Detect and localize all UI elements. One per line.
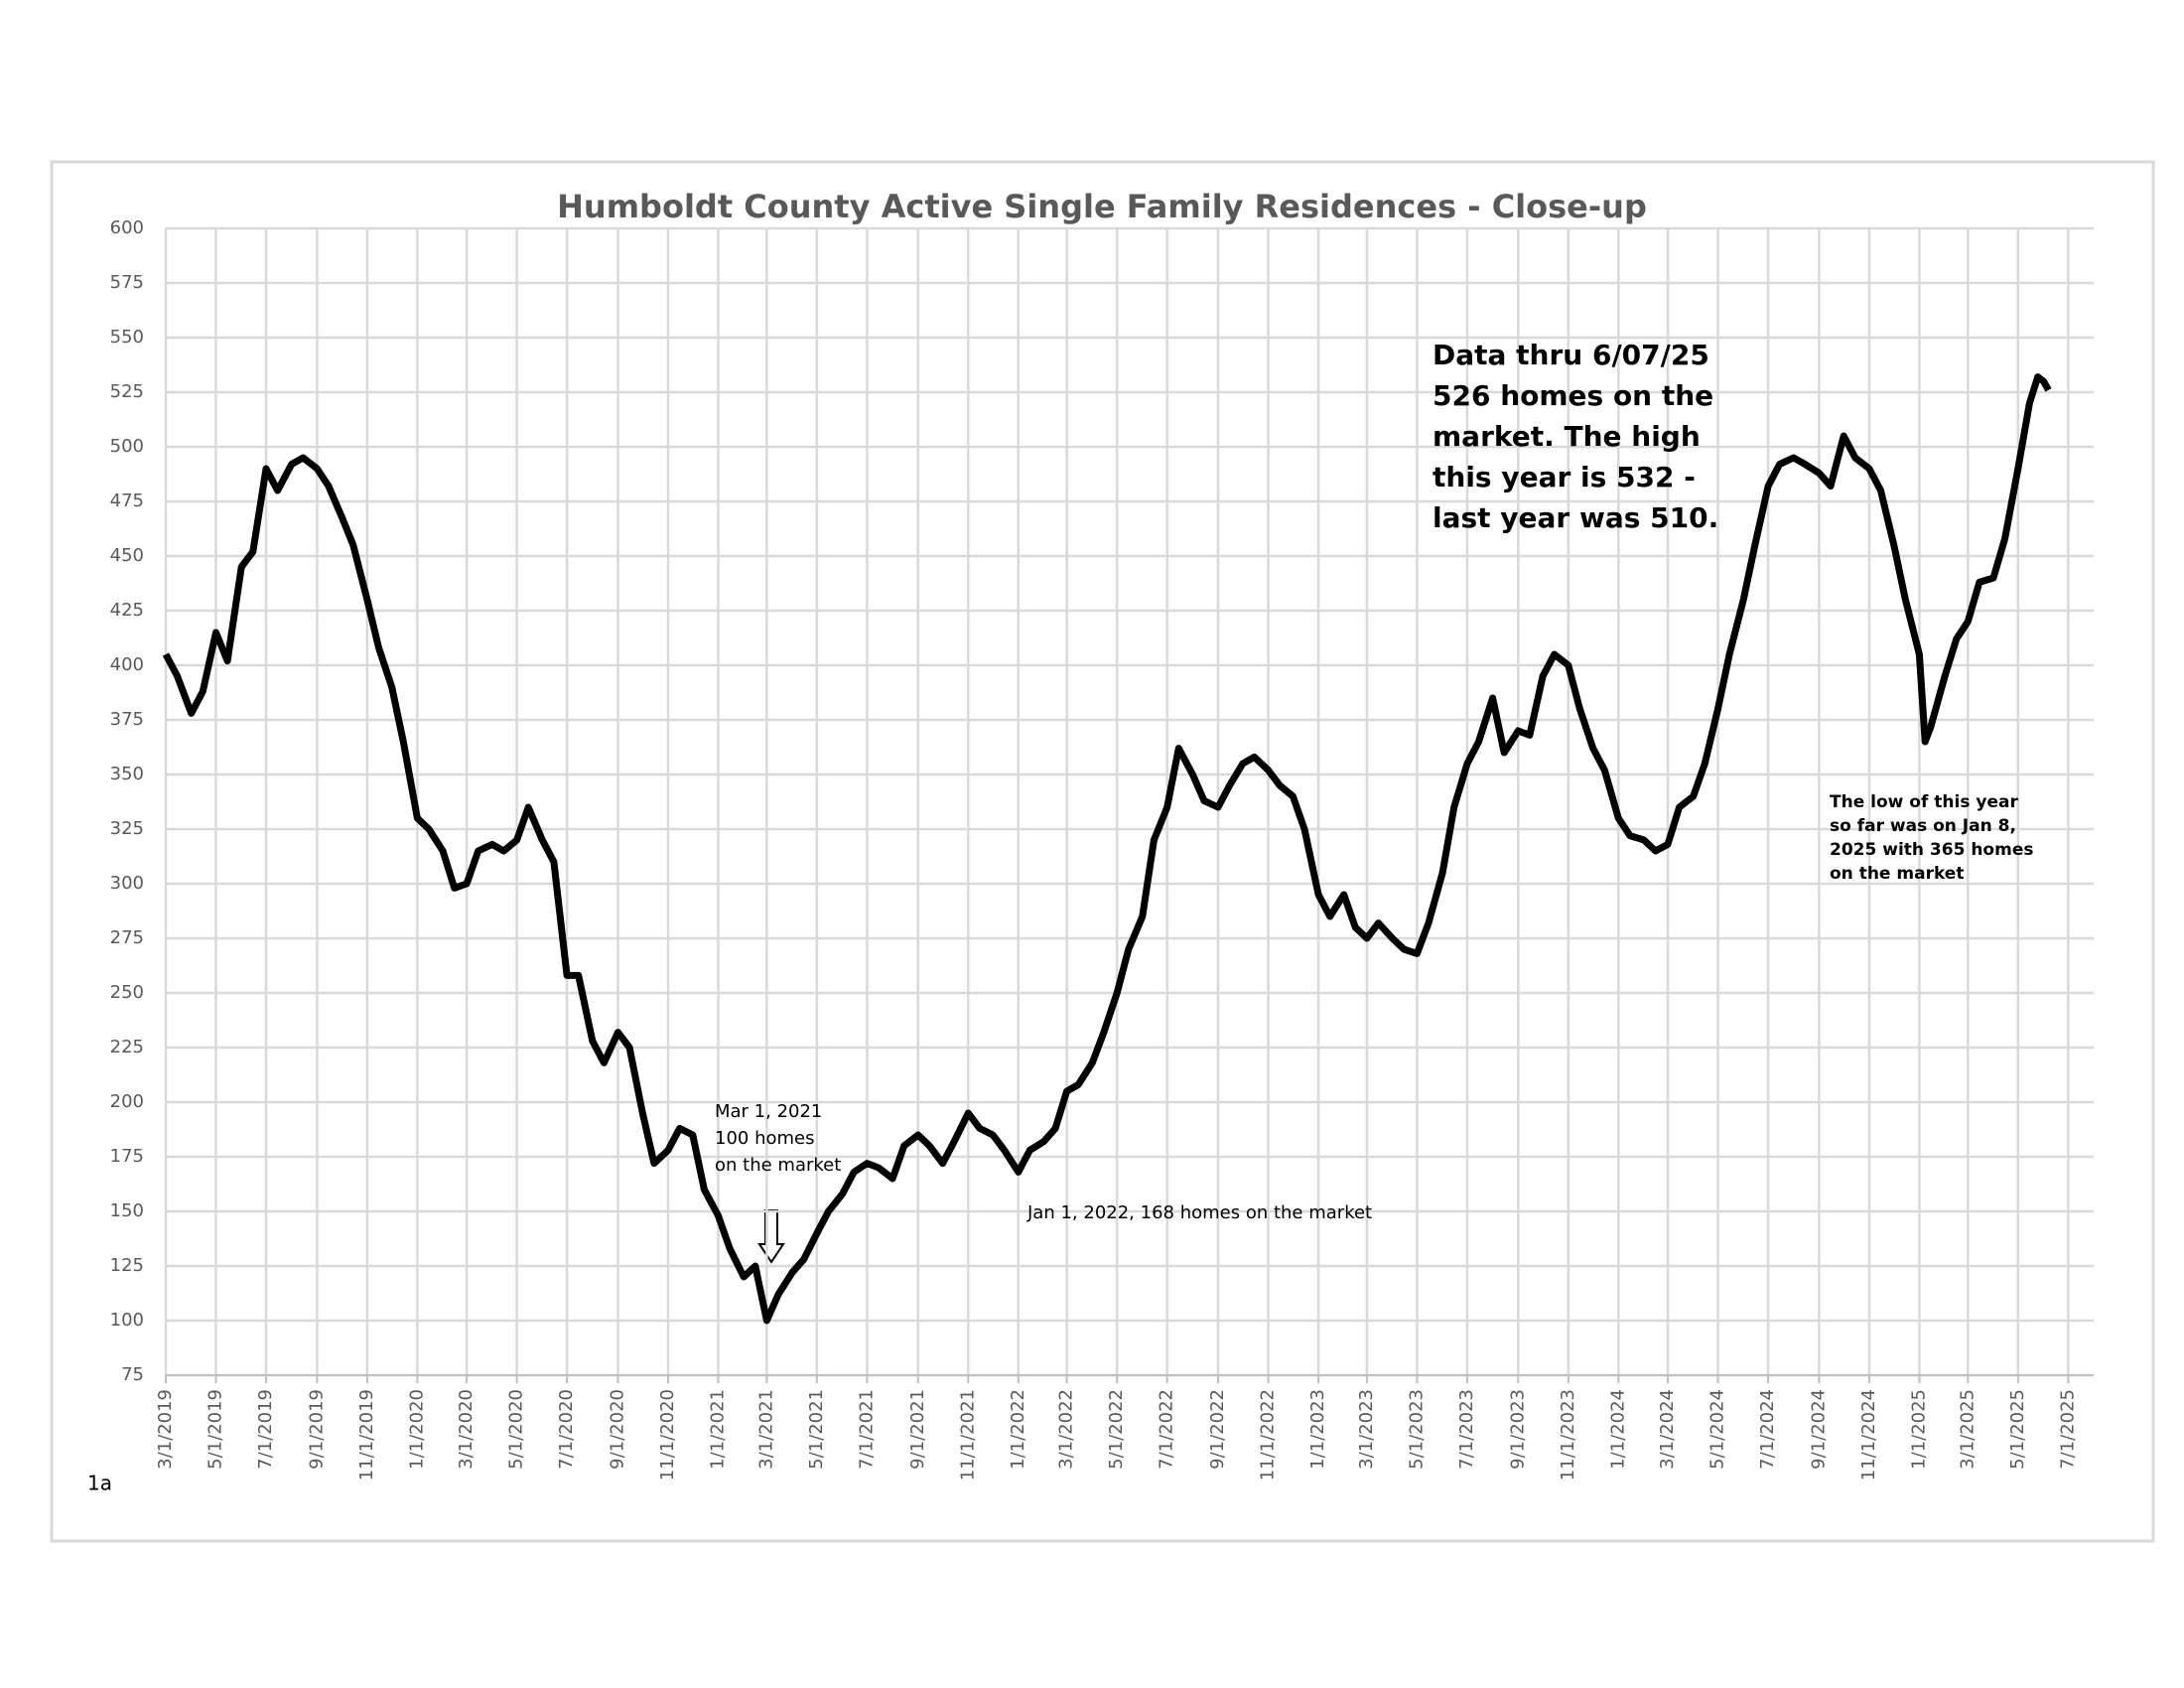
annotation: 526 homes on the (1433, 379, 1713, 412)
y-tick-label: 425 (110, 600, 144, 621)
x-tick-label: 11/1/2023 (1558, 1389, 1578, 1480)
annotation: this year is 532 - (1433, 461, 1696, 493)
arrow (757, 1209, 785, 1264)
y-tick-label: 375 (110, 709, 144, 730)
page-label: 1a (87, 1472, 112, 1495)
x-tick-label: 3/1/2022 (1056, 1389, 1077, 1470)
annotation: so far was on Jan 8, (1830, 816, 2016, 836)
x-tick-label: 3/1/2023 (1356, 1389, 1377, 1470)
y-tick-label: 150 (110, 1200, 144, 1221)
y-tick-label: 325 (110, 818, 144, 839)
annotation: Jan 1, 2022, 168 homes on the market (1026, 1202, 1372, 1223)
y-tick-label: 600 (110, 217, 144, 238)
y-tick-label: 575 (110, 272, 144, 293)
x-tick-label: 9/1/2021 (907, 1389, 928, 1470)
x-tick-label: 3/1/2025 (1957, 1389, 1978, 1470)
x-tick-label: 7/1/2020 (556, 1389, 577, 1470)
y-tick-label: 125 (110, 1255, 144, 1276)
y-tick-label: 550 (110, 327, 144, 348)
x-tick-label: 5/1/2022 (1106, 1389, 1127, 1470)
y-tick-label: 450 (110, 545, 144, 566)
annotation: Mar 1, 2021 (715, 1101, 822, 1122)
x-tick-label: 5/1/2021 (806, 1389, 827, 1470)
y-tick-label: 100 (110, 1310, 144, 1331)
annotation: 2025 with 365 homes (1830, 840, 2033, 860)
y-tick-label: 275 (110, 927, 144, 948)
x-tick-label: 1/1/2024 (1607, 1389, 1628, 1470)
x-tick-label: 1/1/2025 (1908, 1389, 1929, 1470)
annotation: market. The high (1433, 420, 1701, 453)
x-tick-label: 3/1/2021 (755, 1389, 776, 1470)
y-tick-label: 475 (110, 491, 144, 511)
x-tick-label: 7/1/2021 (856, 1389, 877, 1470)
annotation: last year was 510. (1433, 501, 1718, 534)
x-tick-label: 1/1/2021 (708, 1389, 729, 1470)
x-tick-label: 7/1/2019 (255, 1389, 276, 1470)
y-tick-label: 75 (121, 1364, 144, 1385)
x-tick-label: 5/1/2020 (506, 1389, 527, 1470)
y-tick-label: 350 (110, 764, 144, 784)
x-tick-label: 7/1/2022 (1157, 1389, 1177, 1470)
y-tick-label: 200 (110, 1091, 144, 1112)
x-tick-label: 7/1/2025 (2057, 1389, 2078, 1470)
x-tick-label: 9/1/2022 (1207, 1389, 1228, 1470)
x-tick-label: 11/1/2024 (1858, 1389, 1879, 1480)
x-tick-label: 11/1/2020 (657, 1389, 678, 1480)
x-tick-label: 9/1/2023 (1507, 1389, 1528, 1470)
annotation: 100 homes (715, 1128, 815, 1149)
annotation: on the market (1830, 864, 1964, 884)
annotation: The low of this year (1830, 792, 2018, 812)
x-tick-label: 9/1/2020 (607, 1389, 627, 1470)
chart-title: Humboldt County Active Single Family Res… (557, 188, 1647, 225)
x-tick-label: 11/1/2022 (1258, 1389, 1279, 1480)
y-tick-label: 300 (110, 873, 144, 894)
y-tick-label: 250 (110, 982, 144, 1003)
x-tick-label: 11/1/2019 (356, 1389, 377, 1480)
annotation: on the market (715, 1155, 841, 1176)
x-tick-label: 3/1/2019 (155, 1389, 176, 1470)
x-tick-label: 9/1/2024 (1808, 1389, 1829, 1470)
x-tick-label: 1/1/2023 (1307, 1389, 1328, 1470)
y-tick-label: 400 (110, 654, 144, 675)
x-tick-label: 3/1/2020 (456, 1389, 477, 1470)
x-tick-label: 5/1/2019 (205, 1389, 226, 1470)
x-tick-label: 1/1/2020 (406, 1389, 427, 1470)
y-tick-label: 175 (110, 1146, 144, 1167)
y-tick-label: 525 (110, 381, 144, 402)
y-tick-label: 500 (110, 436, 144, 457)
x-tick-label: 7/1/2024 (1757, 1389, 1778, 1470)
data-line (162, 373, 2052, 1325)
x-tick-label: 9/1/2019 (306, 1389, 327, 1470)
x-tick-label: 5/1/2023 (1406, 1389, 1427, 1470)
y-tick-label: 225 (110, 1037, 144, 1057)
annotation: Data thru 6/07/25 (1433, 339, 1709, 371)
x-tick-label: 3/1/2024 (1657, 1389, 1678, 1470)
x-tick-label: 1/1/2022 (1008, 1389, 1028, 1470)
x-tick-label: 5/1/2025 (2007, 1389, 2028, 1470)
x-tick-label: 7/1/2023 (1456, 1389, 1477, 1470)
x-tick-label: 11/1/2021 (957, 1389, 978, 1480)
x-tick-label: 5/1/2024 (1707, 1389, 1728, 1470)
